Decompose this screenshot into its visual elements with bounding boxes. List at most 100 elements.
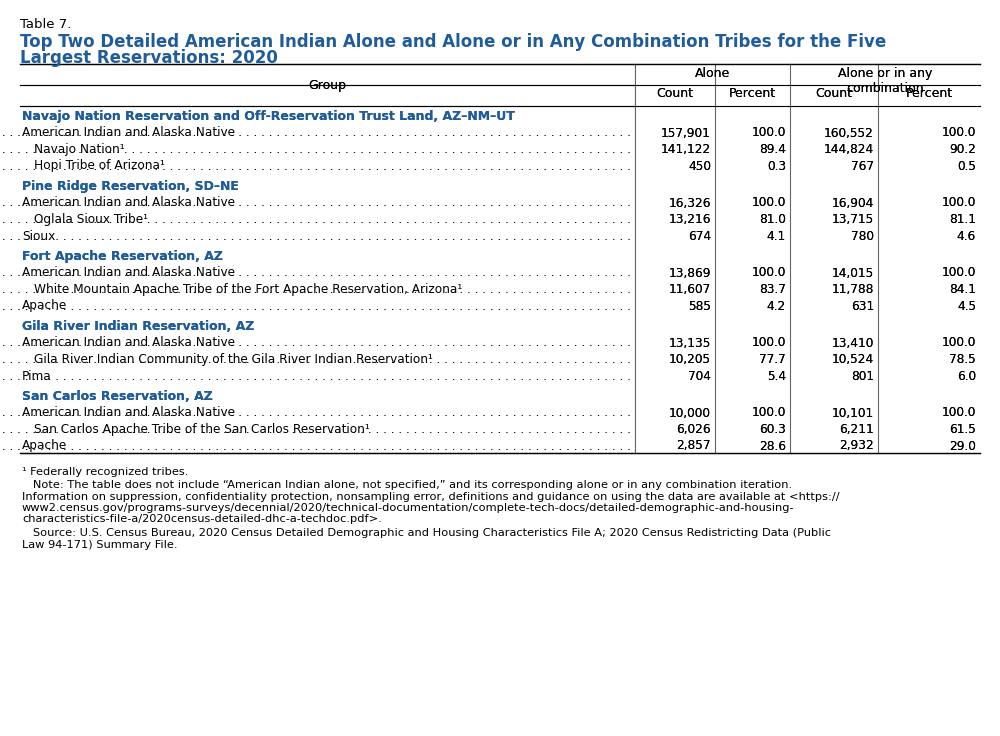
Text: 61.5: 61.5: [949, 423, 976, 436]
Text: 90.2: 90.2: [949, 143, 976, 156]
Text: 13,410: 13,410: [832, 336, 874, 350]
Text: Count: Count: [656, 87, 694, 100]
Text: Fort Apache Reservation, AZ: Fort Apache Reservation, AZ: [22, 250, 223, 263]
Text: Pine Ridge Reservation, SD–NE: Pine Ridge Reservation, SD–NE: [22, 180, 239, 193]
Text: 6,026: 6,026: [676, 423, 711, 436]
Text: 13,410: 13,410: [832, 336, 874, 350]
Text: Count: Count: [816, 87, 852, 100]
Text: 100.0: 100.0: [942, 406, 976, 420]
Text: 100.0: 100.0: [752, 127, 786, 140]
Text: Navajo Nation¹: Navajo Nation¹: [34, 143, 125, 156]
Text: Apache: Apache: [22, 300, 67, 313]
Text: Group: Group: [308, 79, 347, 91]
Text: Alone or in any
combination: Alone or in any combination: [838, 67, 932, 95]
Text: 631: 631: [851, 300, 874, 313]
Text: 801: 801: [851, 369, 874, 383]
Text: 13,715: 13,715: [832, 213, 874, 226]
Text: Gila River Indian Reservation, AZ: Gila River Indian Reservation, AZ: [22, 320, 254, 333]
Text: 60.3: 60.3: [759, 423, 786, 436]
Text: 78.5: 78.5: [949, 353, 976, 366]
Text: 6,211: 6,211: [839, 423, 874, 436]
Text: Note: The table does not include “American Indian alone, not specified,” and its: Note: The table does not include “Americ…: [22, 480, 792, 490]
Text: characteristics-file-a/2020census-detailed-dhc-a-techdoc.pdf>.: characteristics-file-a/2020census-detail…: [22, 514, 382, 525]
Text: 0.3: 0.3: [767, 160, 786, 172]
Text: 10,524: 10,524: [832, 353, 874, 366]
Text: Alone: Alone: [695, 67, 730, 80]
FancyBboxPatch shape: [636, 64, 980, 453]
Text: Count: Count: [656, 87, 694, 100]
Text: 14,015: 14,015: [832, 266, 874, 280]
Text: . . . . . . . . . . . . . . . . . . . . . . . . . . . . . . . . . . . . . . . . : . . . . . . . . . . . . . . . . . . . . …: [0, 266, 631, 280]
Text: American Indian and Alaska Native: American Indian and Alaska Native: [22, 127, 235, 140]
Text: 78.5: 78.5: [949, 353, 976, 366]
Text: . . . . . . . . . . . . . . . . . . . . . . . . . . . . . . . . . . . . . . . . : . . . . . . . . . . . . . . . . . . . . …: [0, 423, 631, 436]
Text: 13,216: 13,216: [668, 213, 711, 226]
Text: 100.0: 100.0: [752, 406, 786, 420]
Text: 4.5: 4.5: [957, 300, 976, 313]
Text: 10,101: 10,101: [832, 406, 874, 420]
Text: Sioux: Sioux: [22, 230, 55, 242]
Text: San Carlos Apache Tribe of the San Carlos Reservation¹: San Carlos Apache Tribe of the San Carlo…: [34, 423, 370, 436]
Text: 100.0: 100.0: [752, 336, 786, 350]
Text: Navajo Nation Reservation and Off-Reservation Trust Land, AZ–NM–UT: Navajo Nation Reservation and Off-Reserv…: [22, 110, 515, 123]
Text: 100.0: 100.0: [752, 266, 786, 280]
Text: San Carlos Reservation, AZ: San Carlos Reservation, AZ: [22, 390, 213, 403]
Text: . . . . . . . . . . . . . . . . . . . . . . . . . . . . . . . . . . . . . . . . : . . . . . . . . . . . . . . . . . . . . …: [0, 230, 631, 242]
Text: American Indian and Alaska Native: American Indian and Alaska Native: [22, 406, 235, 420]
Text: 100.0: 100.0: [752, 336, 786, 350]
Text: Pine Ridge Reservation, SD–NE: Pine Ridge Reservation, SD–NE: [22, 180, 239, 193]
Text: 141,122: 141,122: [661, 143, 711, 156]
Text: Percent: Percent: [905, 87, 953, 100]
Text: 10,000: 10,000: [669, 406, 711, 420]
Text: American Indian and Alaska Native: American Indian and Alaska Native: [22, 266, 235, 280]
Text: 77.7: 77.7: [759, 353, 786, 366]
Text: 801: 801: [851, 369, 874, 383]
Text: Group: Group: [308, 79, 347, 91]
Text: 100.0: 100.0: [942, 127, 976, 140]
Text: . . . . . . . . . . . . . . . . . . . . . . . . . . . . . . . . . . . . . . . . : . . . . . . . . . . . . . . . . . . . . …: [0, 213, 631, 226]
Text: 4.5: 4.5: [957, 300, 976, 313]
Text: Pima: Pima: [22, 369, 52, 383]
Text: 157,901: 157,901: [661, 127, 711, 140]
Text: 81.0: 81.0: [759, 213, 786, 226]
Text: 6.0: 6.0: [957, 369, 976, 383]
Text: 100.0: 100.0: [942, 336, 976, 350]
Text: 13,869: 13,869: [668, 266, 711, 280]
Text: 81.0: 81.0: [759, 213, 786, 226]
Text: 13,715: 13,715: [832, 213, 874, 226]
Text: 4.6: 4.6: [957, 230, 976, 242]
Text: 81.1: 81.1: [949, 213, 976, 226]
Text: 11,788: 11,788: [832, 283, 874, 296]
Text: 780: 780: [851, 230, 874, 242]
Text: Information on suppression, confidentiality protection, nonsampling error, defin: Information on suppression, confidential…: [22, 492, 840, 501]
Text: 160,552: 160,552: [824, 127, 874, 140]
Text: 11,607: 11,607: [669, 283, 711, 296]
Text: 16,326: 16,326: [668, 197, 711, 210]
Text: 100.0: 100.0: [942, 127, 976, 140]
Text: Percent: Percent: [729, 87, 776, 100]
Text: 11,607: 11,607: [669, 283, 711, 296]
Text: Percent: Percent: [729, 87, 776, 100]
Text: 10,205: 10,205: [669, 353, 711, 366]
Text: 10,205: 10,205: [669, 353, 711, 366]
Text: 29.0: 29.0: [949, 439, 976, 453]
Text: 13,135: 13,135: [669, 336, 711, 350]
Text: 704: 704: [688, 369, 711, 383]
Text: 6,026: 6,026: [676, 423, 711, 436]
Text: 100.0: 100.0: [942, 266, 976, 280]
Text: Source: U.S. Census Bureau, 2020 Census Detailed Demographic and Housing Charact: Source: U.S. Census Bureau, 2020 Census …: [22, 528, 831, 538]
Text: 4.6: 4.6: [957, 230, 976, 242]
Text: 0.5: 0.5: [957, 160, 976, 172]
Text: 100.0: 100.0: [752, 406, 786, 420]
Text: 84.1: 84.1: [949, 283, 976, 296]
Text: American Indian and Alaska Native: American Indian and Alaska Native: [22, 197, 235, 210]
Text: 83.7: 83.7: [759, 283, 786, 296]
Text: 0.5: 0.5: [957, 160, 976, 172]
Text: 6,211: 6,211: [839, 423, 874, 436]
Text: 10,524: 10,524: [832, 353, 874, 366]
Text: 4.2: 4.2: [767, 300, 786, 313]
Text: 100.0: 100.0: [752, 266, 786, 280]
Text: . . . . . . . . . . . . . . . . . . . . . . . . . . . . . . . . . . . . . . . . : . . . . . . . . . . . . . . . . . . . . …: [0, 197, 631, 210]
Text: 4.1: 4.1: [767, 230, 786, 242]
Text: Navajo Nation Reservation and Off-Reservation Trust Land, AZ–NM–UT: Navajo Nation Reservation and Off-Reserv…: [22, 110, 515, 123]
